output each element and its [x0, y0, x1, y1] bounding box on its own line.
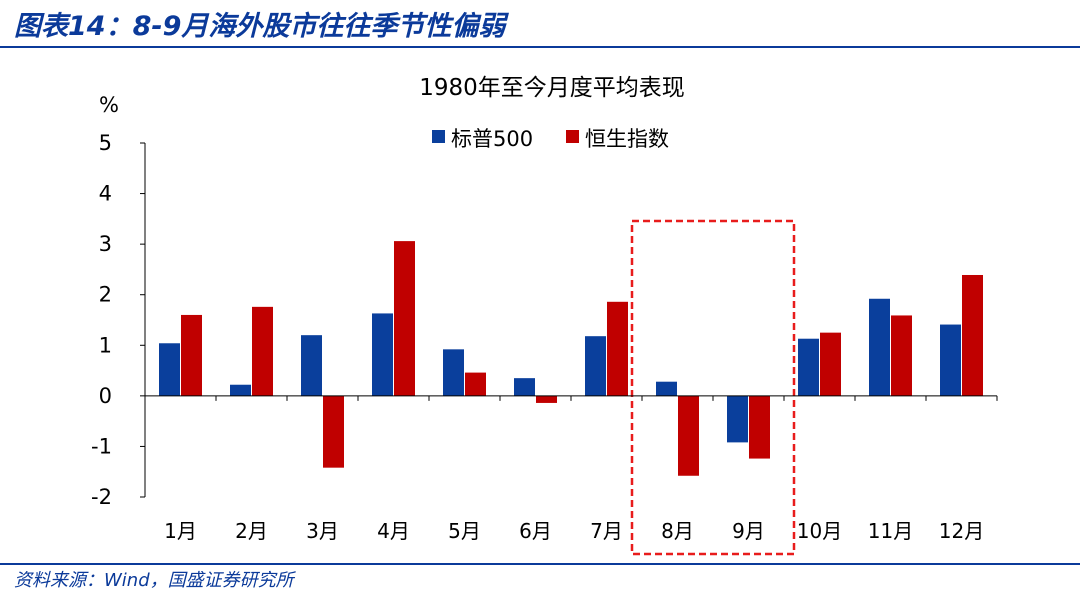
- y-axis-unit: %: [99, 93, 119, 117]
- bar-s2-1: [181, 314, 202, 396]
- x-tick-label-6: 6月: [519, 519, 552, 543]
- bar-s2-9: [749, 395, 770, 459]
- x-tick-label-8: 8月: [661, 519, 694, 543]
- y-tick-label-4: 2: [99, 283, 112, 307]
- x-tick-label-7: 7月: [590, 519, 623, 543]
- y-tick-label-7: -1: [91, 434, 112, 458]
- figure-title: 图表14：8-9月海外股市往往季节性偏弱: [14, 11, 506, 42]
- x-tick-label-10: 10月: [797, 519, 842, 543]
- legend-label-1: 标普500: [451, 127, 533, 151]
- bar-s1-4: [372, 313, 393, 396]
- bar-s1-6: [514, 378, 535, 396]
- source-note: 资料来源：Wind，国盛证券研究所: [14, 570, 294, 591]
- bar-s1-9: [727, 395, 748, 443]
- y-tick-label-5: 1: [99, 333, 112, 357]
- bar-s1-11: [869, 298, 890, 396]
- bar-s2-11: [891, 315, 912, 396]
- bar-s1-7: [585, 336, 606, 396]
- y-tick-label-2: 4: [99, 182, 112, 206]
- bar-s1-2: [230, 384, 251, 396]
- legend-swatch-2: [566, 130, 579, 143]
- bar-s2-4: [394, 241, 415, 396]
- x-tick-label-9: 9月: [732, 519, 765, 543]
- x-tick-label-2: 2月: [235, 519, 268, 543]
- x-tick-label-4: 4月: [377, 519, 410, 543]
- legend-label-2: 恒生指数: [585, 127, 669, 151]
- x-tick-label-12: 12月: [939, 519, 984, 543]
- bar-s1-3: [301, 335, 322, 396]
- bar-s2-5: [465, 372, 486, 396]
- bar-s1-8: [656, 381, 677, 396]
- bar-s1-10: [798, 338, 819, 396]
- y-tick-label-3: 3: [99, 232, 112, 256]
- bar-s2-6: [536, 395, 557, 403]
- bar-s2-8: [678, 395, 699, 476]
- highlight-box: [630, 219, 796, 556]
- bar-s2-3: [323, 395, 344, 468]
- bar-s2-10: [820, 332, 841, 396]
- bar-s2-7: [607, 301, 628, 396]
- footer-rule: [0, 563, 1080, 565]
- y-tick-label-6: 0: [99, 384, 112, 408]
- y-tick-label-1: 5: [99, 131, 112, 155]
- bar-s2-2: [252, 306, 273, 396]
- header-rule: [0, 46, 1080, 48]
- x-tick-label-3: 3月: [306, 519, 339, 543]
- x-tick-label-1: 1月: [164, 519, 197, 543]
- x-tick-label-11: 11月: [868, 519, 913, 543]
- legend: 标普500 恒生指数: [432, 127, 669, 151]
- legend-swatch-1: [432, 130, 445, 143]
- y-tick-label-8: -2: [91, 485, 112, 509]
- bar-s1-5: [443, 349, 464, 396]
- bar-s1-12: [940, 324, 961, 396]
- bar-s2-12: [962, 274, 983, 396]
- bar-s1-1: [159, 343, 180, 396]
- chart-title: 1980年至今月度平均表现: [419, 75, 685, 101]
- x-tick-label-5: 5月: [448, 519, 481, 543]
